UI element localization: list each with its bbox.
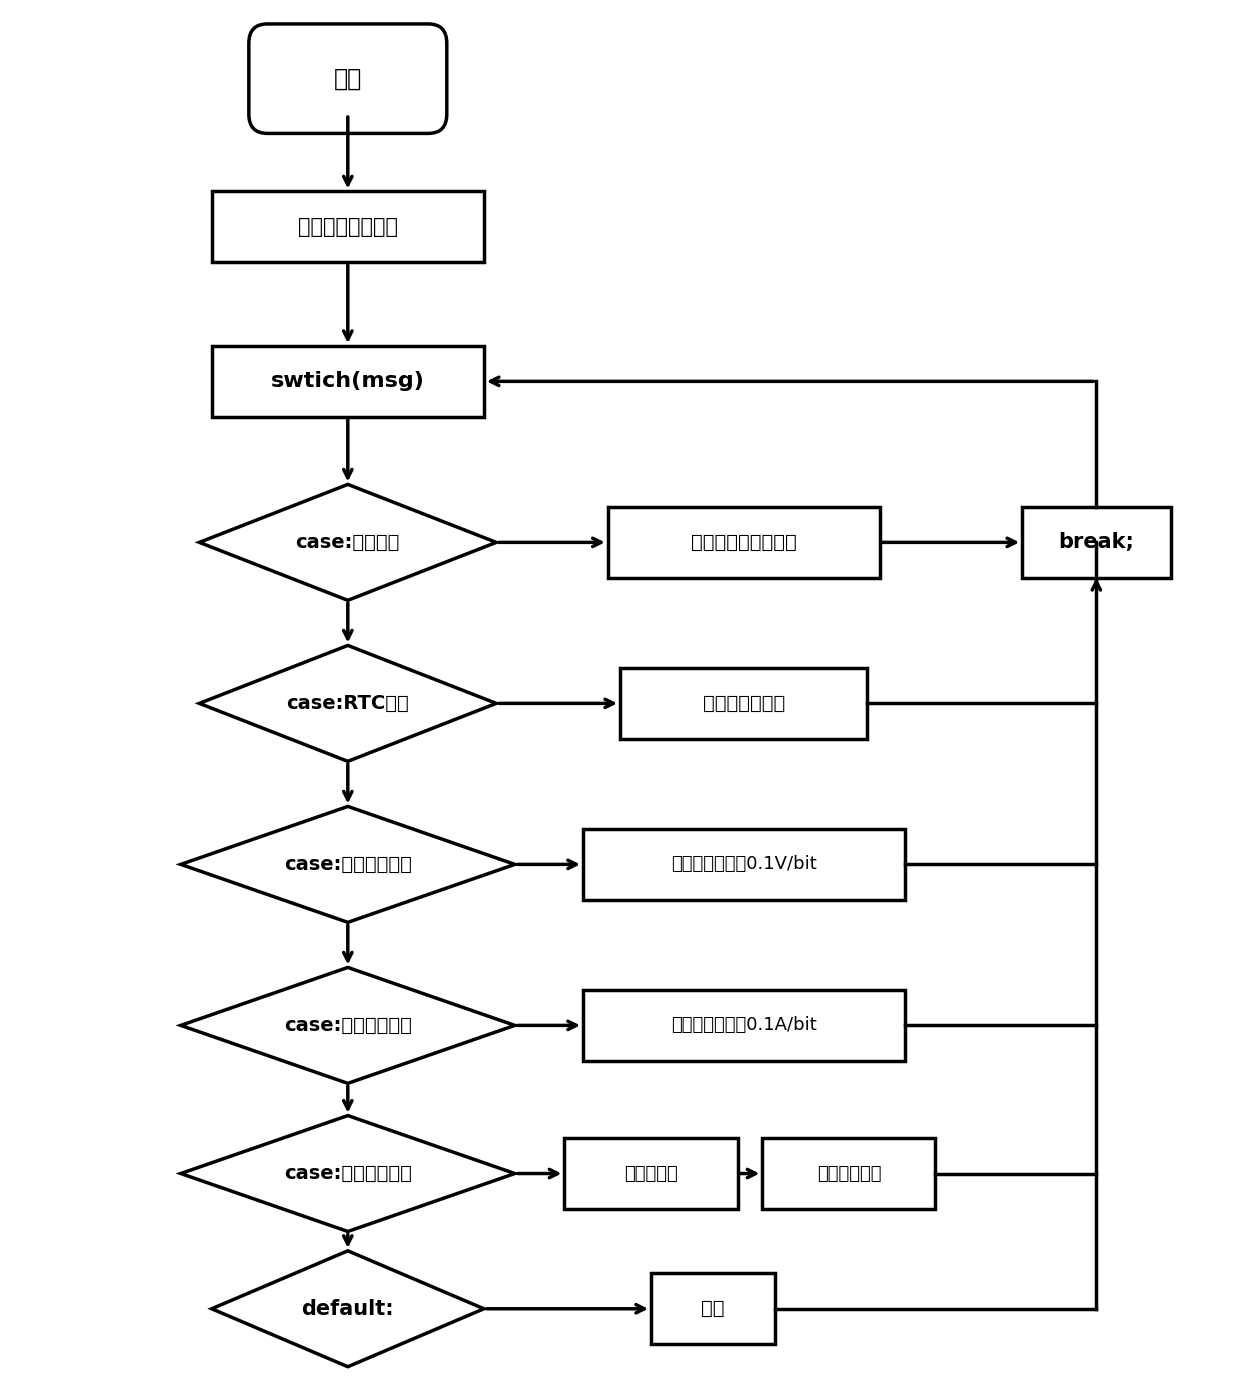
Text: case:RTC消息: case:RTC消息 xyxy=(286,693,409,713)
Text: case:电压采集消息: case:电压采集消息 xyxy=(284,855,412,874)
Text: 刷新指示灯状态: 刷新指示灯状态 xyxy=(703,693,785,713)
Text: 换算温度値: 换算温度値 xyxy=(624,1164,678,1182)
FancyBboxPatch shape xyxy=(763,1138,935,1208)
Text: swtich(msg): swtich(msg) xyxy=(270,371,425,391)
Polygon shape xyxy=(181,807,515,923)
FancyBboxPatch shape xyxy=(651,1273,775,1344)
FancyBboxPatch shape xyxy=(212,192,484,262)
Text: 延时等待系统稳定: 延时等待系统稳定 xyxy=(298,217,398,236)
Polygon shape xyxy=(181,968,515,1083)
FancyBboxPatch shape xyxy=(564,1138,738,1208)
FancyBboxPatch shape xyxy=(1022,507,1171,577)
Text: case:电流采集消息: case:电流采集消息 xyxy=(284,1016,412,1034)
FancyBboxPatch shape xyxy=(249,23,446,134)
Text: case:温度采集消息: case:温度采集消息 xyxy=(284,1164,412,1184)
Text: case:按键消息: case:按键消息 xyxy=(295,533,401,552)
Polygon shape xyxy=(212,1251,484,1367)
Text: 换算实际电流偗0.1A/bit: 换算实际电流偗0.1A/bit xyxy=(671,1016,817,1034)
FancyBboxPatch shape xyxy=(583,990,904,1061)
Text: break;: break; xyxy=(1059,532,1135,552)
Polygon shape xyxy=(181,1116,515,1232)
FancyBboxPatch shape xyxy=(212,347,484,417)
Text: 换算实际电压偗0.1V/bit: 换算实际电压偗0.1V/bit xyxy=(671,855,817,873)
Text: 喂狗: 喂狗 xyxy=(701,1300,724,1319)
Text: 充电控制程序: 充电控制程序 xyxy=(817,1164,882,1182)
Polygon shape xyxy=(200,645,496,761)
FancyBboxPatch shape xyxy=(620,668,868,739)
Text: 根据键値作相应控制: 根据键値作相应控制 xyxy=(691,533,796,552)
FancyBboxPatch shape xyxy=(583,829,904,900)
Polygon shape xyxy=(200,485,496,601)
Text: 开始: 开始 xyxy=(334,66,362,91)
Text: default:: default: xyxy=(301,1298,394,1319)
FancyBboxPatch shape xyxy=(608,507,880,577)
